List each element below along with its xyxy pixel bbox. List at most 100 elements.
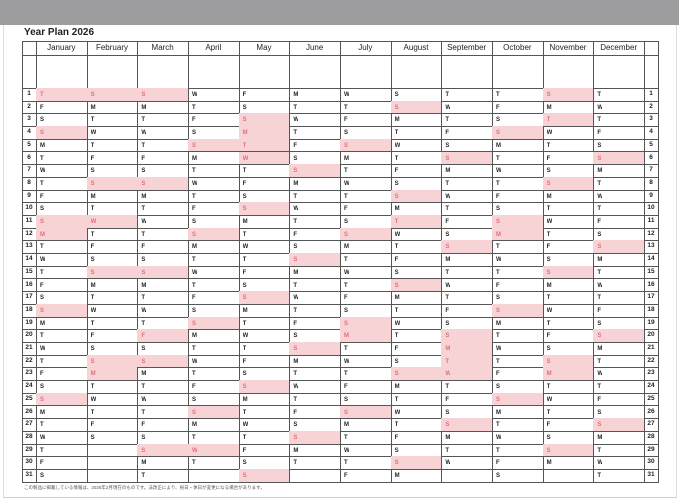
day-cell[interactable]: [238, 265, 291, 280]
day-cell[interactable]: [593, 278, 645, 293]
day-cell[interactable]: [86, 316, 139, 331]
day-cell[interactable]: [593, 469, 645, 483]
day-cell[interactable]: [86, 189, 139, 204]
day-cell[interactable]: [188, 329, 240, 343]
holiday-cell[interactable]: [289, 253, 341, 267]
holiday-cell[interactable]: [542, 88, 595, 102]
holiday-cell[interactable]: [340, 227, 392, 242]
day-cell[interactable]: [441, 291, 493, 305]
day-cell[interactable]: [390, 469, 443, 483]
day-cell[interactable]: [289, 100, 341, 115]
day-cell[interactable]: [137, 240, 189, 255]
day-cell[interactable]: [188, 240, 240, 255]
day-cell[interactable]: [492, 456, 544, 470]
day-cell[interactable]: [86, 405, 139, 420]
holiday-cell[interactable]: [390, 215, 443, 229]
day-cell[interactable]: [137, 291, 189, 305]
day-cell[interactable]: [36, 189, 88, 204]
day-cell[interactable]: [593, 443, 645, 458]
day-cell[interactable]: [593, 253, 645, 267]
day-cell[interactable]: [238, 316, 291, 331]
day-cell[interactable]: [137, 303, 189, 318]
day-cell[interactable]: [492, 151, 544, 166]
day-cell[interactable]: [86, 380, 139, 394]
day-cell[interactable]: [593, 164, 645, 178]
holiday-cell[interactable]: [188, 227, 240, 242]
day-cell[interactable]: [340, 443, 392, 458]
day-cell[interactable]: [137, 215, 189, 229]
day-cell[interactable]: [86, 392, 139, 407]
day-cell[interactable]: [340, 164, 392, 178]
day-cell[interactable]: [593, 367, 645, 382]
day-cell[interactable]: [289, 88, 341, 102]
day-cell[interactable]: [390, 405, 443, 420]
day-cell[interactable]: [593, 113, 645, 128]
day-cell[interactable]: [238, 303, 291, 318]
day-cell[interactable]: [86, 291, 139, 305]
day-cell[interactable]: [86, 227, 139, 242]
day-cell[interactable]: [492, 418, 544, 432]
holiday-cell[interactable]: [441, 151, 493, 166]
day-cell[interactable]: [188, 253, 240, 267]
day-cell[interactable]: [593, 392, 645, 407]
notes-cell[interactable]: [238, 55, 291, 89]
day-cell[interactable]: [593, 202, 645, 216]
day-cell[interactable]: [188, 354, 240, 369]
day-cell[interactable]: [137, 456, 189, 470]
day-cell[interactable]: [593, 354, 645, 369]
day-cell[interactable]: [441, 380, 493, 394]
holiday-cell[interactable]: [36, 303, 88, 318]
day-cell[interactable]: [492, 329, 544, 343]
day-cell[interactable]: [188, 456, 240, 470]
holiday-cell[interactable]: [593, 151, 645, 166]
holiday-cell[interactable]: [390, 456, 443, 470]
day-cell[interactable]: [441, 113, 493, 128]
day-cell[interactable]: [36, 100, 88, 115]
day-cell[interactable]: [593, 291, 645, 305]
day-cell[interactable]: [340, 418, 392, 432]
day-cell[interactable]: [36, 469, 88, 483]
notes-cell[interactable]: [390, 55, 443, 89]
day-cell[interactable]: [593, 303, 645, 318]
notes-cell[interactable]: [36, 55, 88, 89]
holiday-cell[interactable]: [340, 329, 392, 343]
day-cell[interactable]: [86, 303, 139, 318]
day-cell[interactable]: [86, 430, 139, 445]
holiday-cell[interactable]: [86, 215, 139, 229]
day-cell[interactable]: [492, 469, 544, 483]
holiday-cell[interactable]: [441, 367, 493, 382]
day-cell[interactable]: [542, 138, 595, 153]
holiday-cell[interactable]: [238, 380, 291, 394]
notes-cell[interactable]: [340, 55, 392, 89]
day-cell[interactable]: [492, 138, 544, 153]
day-cell[interactable]: [86, 138, 139, 153]
day-cell[interactable]: [390, 316, 443, 331]
day-cell[interactable]: [492, 278, 544, 293]
day-cell[interactable]: [86, 151, 139, 166]
day-cell[interactable]: [441, 456, 493, 470]
day-cell[interactable]: [289, 176, 341, 191]
day-cell[interactable]: [492, 342, 544, 356]
day-cell[interactable]: [441, 164, 493, 178]
day-cell[interactable]: [340, 202, 392, 216]
day-cell[interactable]: [340, 240, 392, 255]
holiday-cell[interactable]: [340, 138, 392, 153]
day-cell[interactable]: [137, 126, 189, 140]
notes-cell[interactable]: [542, 55, 595, 89]
day-cell[interactable]: [36, 329, 88, 343]
day-cell[interactable]: [36, 405, 88, 420]
notes-cell[interactable]: [137, 55, 189, 89]
holiday-cell[interactable]: [137, 329, 189, 343]
day-cell[interactable]: [441, 176, 493, 191]
day-cell[interactable]: [542, 291, 595, 305]
day-cell[interactable]: [593, 430, 645, 445]
day-cell[interactable]: [542, 278, 595, 293]
day-cell[interactable]: [340, 469, 392, 483]
holiday-cell[interactable]: [238, 202, 291, 216]
day-cell[interactable]: [492, 405, 544, 420]
holiday-cell[interactable]: [390, 189, 443, 204]
day-cell[interactable]: [188, 164, 240, 178]
day-cell[interactable]: [188, 418, 240, 432]
holiday-cell[interactable]: [441, 418, 493, 432]
day-cell[interactable]: [593, 126, 645, 140]
